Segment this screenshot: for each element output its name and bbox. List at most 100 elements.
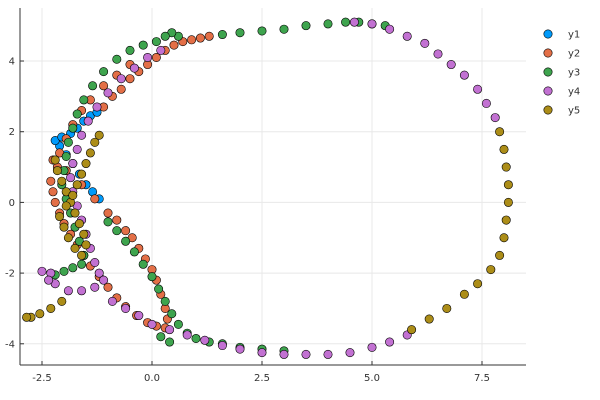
data-point-y2: [195, 33, 205, 43]
data-point-y5: [499, 144, 509, 154]
data-point-y5: [52, 166, 62, 176]
data-point-y5: [503, 197, 513, 207]
data-point-y3: [138, 40, 148, 50]
data-point-y4: [301, 349, 311, 359]
data-point-y2: [125, 74, 135, 84]
data-point-y5: [70, 208, 80, 218]
data-point-y5: [495, 127, 505, 137]
data-point-y3: [301, 21, 311, 31]
data-point-y3: [156, 332, 166, 342]
data-point-y5: [55, 212, 65, 222]
data-point-y3: [151, 37, 161, 47]
data-point-y3: [112, 54, 122, 64]
data-point-y3: [59, 266, 69, 276]
data-point-y4: [323, 349, 333, 359]
data-point-y4: [345, 348, 355, 358]
data-point-y5: [35, 309, 45, 319]
data-point-y4: [129, 63, 139, 73]
data-point-y3: [129, 247, 139, 257]
y-tick-label: -2: [5, 269, 15, 280]
data-point-y4: [77, 286, 87, 296]
legend-marker-y5: [543, 105, 553, 115]
data-point-y3: [61, 151, 71, 161]
legend: y1 y2 y3 y4 y5: [534, 20, 596, 123]
series-y5: [22, 127, 513, 335]
data-point-y2: [112, 215, 122, 225]
data-point-y4: [134, 311, 144, 321]
data-point-y4: [107, 296, 117, 306]
series-y4: [37, 17, 500, 359]
data-point-y5: [57, 296, 67, 306]
data-point-y4: [367, 342, 377, 352]
data-point-y5: [501, 215, 511, 225]
x-tick-label: -2.5: [32, 373, 52, 384]
data-point-y2: [121, 226, 131, 236]
data-point-y3: [103, 217, 113, 227]
data-point-y4: [433, 49, 443, 59]
data-point-y3: [68, 263, 78, 273]
data-point-y5: [22, 312, 32, 322]
data-point-y2: [103, 208, 113, 218]
legend-label-y2: y2: [568, 49, 580, 60]
x-tick-label: 2.5: [254, 373, 270, 384]
data-point-y2: [46, 176, 56, 186]
data-point-y5: [70, 243, 80, 253]
data-point-y4: [83, 116, 93, 126]
data-point-y4: [156, 45, 166, 55]
data-point-y3: [217, 30, 227, 40]
data-point-y5: [501, 162, 511, 172]
data-point-y5: [442, 303, 452, 313]
data-point-y4: [37, 266, 47, 276]
y-tick-label: 2: [9, 127, 15, 138]
data-point-y2: [151, 52, 161, 62]
data-point-y4: [116, 74, 126, 84]
data-point-y3: [112, 226, 122, 236]
data-point-y4: [257, 348, 267, 358]
legend-marker-y2: [543, 48, 553, 58]
data-point-y5: [72, 180, 82, 190]
data-point-y4: [63, 286, 73, 296]
data-point-y2: [103, 282, 113, 292]
data-point-y4: [217, 341, 227, 351]
data-point-y4: [490, 113, 500, 123]
legend-marker-y4: [543, 86, 553, 96]
legend-label-y5: y5: [568, 106, 580, 117]
data-point-y3: [72, 109, 82, 119]
data-point-y5: [90, 137, 100, 147]
data-point-y3: [167, 309, 177, 319]
data-point-y5: [63, 233, 73, 243]
data-point-y4: [44, 275, 54, 285]
data-point-y4: [385, 337, 395, 347]
data-point-y3: [147, 272, 157, 282]
data-point-y2: [116, 84, 126, 94]
y-tick-label: 0: [9, 198, 15, 209]
tick-labels: -2.5 0.0 2.5 5.0 7.5 -4 -2 0 2 4: [5, 57, 490, 384]
data-point-y3: [235, 28, 245, 38]
data-point-y4: [385, 24, 395, 34]
data-point-y3: [191, 333, 201, 343]
data-point-y3: [160, 31, 170, 41]
data-point-y5: [407, 325, 417, 335]
data-point-y3: [79, 95, 89, 105]
data-point-y4: [481, 98, 491, 108]
data-point-y5: [459, 289, 469, 299]
legend-marker-y1: [543, 29, 553, 39]
data-point-y5: [495, 250, 505, 260]
data-point-y4: [94, 268, 104, 278]
x-tick-label: 5.0: [364, 373, 380, 384]
data-point-y5: [503, 180, 513, 190]
data-point-y5: [77, 250, 87, 260]
data-point-y2: [90, 194, 100, 204]
data-point-y4: [459, 70, 469, 80]
data-point-y4: [235, 344, 245, 354]
data-point-y4: [349, 17, 359, 27]
data-point-y5: [486, 265, 496, 275]
legend-label-y1: y1: [568, 30, 580, 41]
data-point-y4: [68, 159, 78, 169]
data-point-y5: [50, 155, 60, 165]
data-point-y4: [182, 330, 192, 340]
data-point-y5: [79, 229, 89, 239]
legend-label-y4: y4: [568, 87, 580, 98]
data-point-y5: [46, 303, 56, 313]
